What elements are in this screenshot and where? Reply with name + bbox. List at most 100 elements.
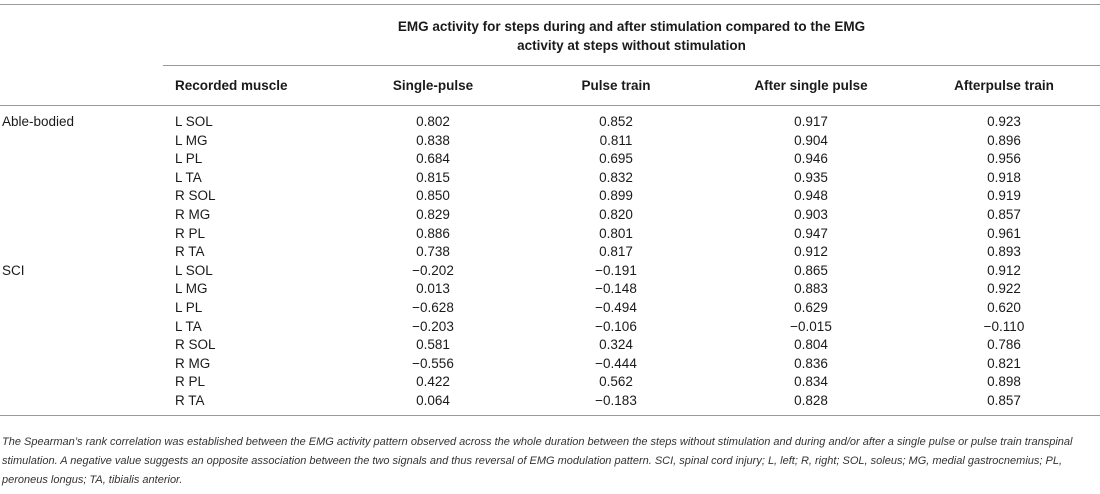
row-value: 0.898 (987, 374, 1021, 390)
row-value: −0.183 (595, 392, 637, 408)
table-row: L PL −0.628 −0.494 0.629 0.620 (0, 299, 1100, 318)
row-group-label (0, 373, 163, 392)
row-value: 0.815 (416, 169, 450, 185)
table-row: R SOL 0.850 0.899 0.948 0.919 (0, 187, 1100, 206)
row-value: −0.191 (595, 262, 637, 278)
row-group-label (0, 243, 163, 262)
group-header: EMG activity for steps during and after … (397, 19, 866, 53)
table-row: R MG 0.829 0.820 0.903 0.857 (0, 206, 1100, 225)
row-group-label: Able-bodied (2, 114, 75, 129)
row-value: 0.684 (416, 151, 450, 167)
row-group-label (0, 299, 163, 318)
row-value: 0.956 (987, 151, 1021, 167)
column-header-group (0, 65, 163, 106)
row-value: 0.896 (987, 132, 1021, 148)
group-header-row: EMG activity for steps during and after … (0, 4, 1100, 66)
row-muscle: L SOL (175, 114, 213, 129)
row-muscle: R SOL (175, 188, 216, 204)
row-value: 0.865 (794, 262, 828, 278)
row-value: −0.444 (595, 355, 637, 371)
row-value: 0.801 (599, 225, 633, 241)
row-value: 0.850 (416, 188, 450, 204)
row-value: 0.064 (416, 392, 450, 408)
row-group-label (0, 318, 163, 337)
row-value: 0.919 (987, 188, 1021, 204)
table-row: L PL 0.684 0.695 0.946 0.956 (0, 150, 1100, 169)
row-value: 0.786 (987, 337, 1021, 353)
table-bottom-rule (0, 414, 1100, 416)
row-group-label (0, 187, 163, 206)
row-muscle: R MG (175, 206, 211, 222)
row-value: 0.832 (599, 169, 633, 185)
table-row: R MG −0.556 −0.444 0.836 0.821 (0, 355, 1100, 374)
results-table: EMG activity for steps during and after … (0, 4, 1100, 416)
row-value: −0.110 (983, 318, 1025, 334)
row-value: 0.852 (599, 114, 633, 129)
row-muscle: R PL (175, 225, 206, 241)
row-group-label (0, 280, 163, 299)
row-muscle: L PL (175, 151, 203, 167)
row-muscle: L SOL (175, 262, 213, 278)
row-group-label (0, 206, 163, 225)
row-value: 0.961 (987, 225, 1021, 241)
row-value: 0.857 (987, 206, 1021, 222)
row-value: 0.917 (794, 114, 828, 129)
row-muscle: R TA (175, 244, 205, 260)
row-value: 0.834 (794, 374, 828, 390)
row-value: 0.811 (599, 132, 633, 148)
table-row: R SOL 0.581 0.324 0.804 0.786 (0, 336, 1100, 355)
table-body: Able-bodied L SOL 0.802 0.852 0.917 0.923 L MG… (0, 106, 1100, 416)
row-muscle: R TA (175, 392, 205, 408)
row-muscle: L PL (175, 299, 203, 315)
table-row: L TA 0.815 0.832 0.935 0.918 (0, 169, 1100, 188)
table-row: SCI L SOL −0.202 −0.191 0.865 0.912 (0, 262, 1100, 281)
row-muscle: R SOL (175, 337, 216, 353)
row-value: −0.556 (412, 355, 454, 371)
row-value: 0.829 (416, 206, 450, 222)
row-value: 0.893 (987, 244, 1021, 260)
row-group-label (0, 169, 163, 188)
row-value: 0.562 (599, 374, 633, 390)
row-value: −0.628 (412, 299, 454, 315)
column-header-row: Recorded muscle Single-pulse Pulse train… (0, 65, 1100, 106)
row-value: 0.948 (794, 188, 828, 204)
table-row: Able-bodied L SOL 0.802 0.852 0.917 0.923 (0, 106, 1100, 132)
row-value: 0.695 (599, 151, 633, 167)
row-value: 0.738 (416, 244, 450, 260)
row-muscle: L MG (175, 281, 208, 297)
row-value: 0.836 (794, 355, 828, 371)
row-value: 0.857 (987, 392, 1021, 408)
column-header-muscle: Recorded muscle (163, 65, 348, 106)
row-value: 0.324 (599, 337, 633, 353)
table-row: R TA 0.064 −0.183 0.828 0.857 (0, 392, 1100, 415)
row-muscle: L MG (175, 132, 208, 148)
row-value: 0.923 (987, 114, 1021, 129)
row-value: 0.899 (599, 188, 633, 204)
table-footnote: The Spearman’s rank correlation was esta… (2, 436, 1073, 486)
row-value: 0.422 (416, 374, 450, 390)
column-header-single-pulse: Single-pulse (348, 65, 518, 106)
row-group-label (0, 132, 163, 151)
row-value: 0.802 (416, 114, 450, 129)
row-group-label (0, 392, 163, 415)
row-muscle: R MG (175, 355, 211, 371)
row-value: 0.620 (987, 299, 1021, 315)
row-value: −0.015 (790, 318, 832, 334)
row-value: −0.106 (595, 318, 637, 334)
column-header-afterpulse-train: Afterpulse train (908, 65, 1100, 106)
row-value: 0.883 (794, 281, 828, 297)
row-value: 0.946 (794, 151, 828, 167)
row-value: 0.935 (794, 169, 828, 185)
row-muscle: L TA (175, 318, 202, 334)
row-value: −0.202 (412, 262, 454, 278)
row-group-label: SCI (2, 262, 25, 278)
row-value: 0.629 (794, 299, 828, 315)
row-group-label (0, 336, 163, 355)
row-value: 0.817 (599, 244, 633, 260)
table-row: R PL 0.422 0.562 0.834 0.898 (0, 373, 1100, 392)
column-header-after-single-pulse: After single pulse (714, 65, 908, 106)
table-row: L MG 0.838 0.811 0.904 0.896 (0, 132, 1100, 151)
table-row: R TA 0.738 0.817 0.912 0.893 (0, 243, 1100, 262)
row-value: 0.947 (794, 225, 828, 241)
row-group-label (0, 225, 163, 244)
